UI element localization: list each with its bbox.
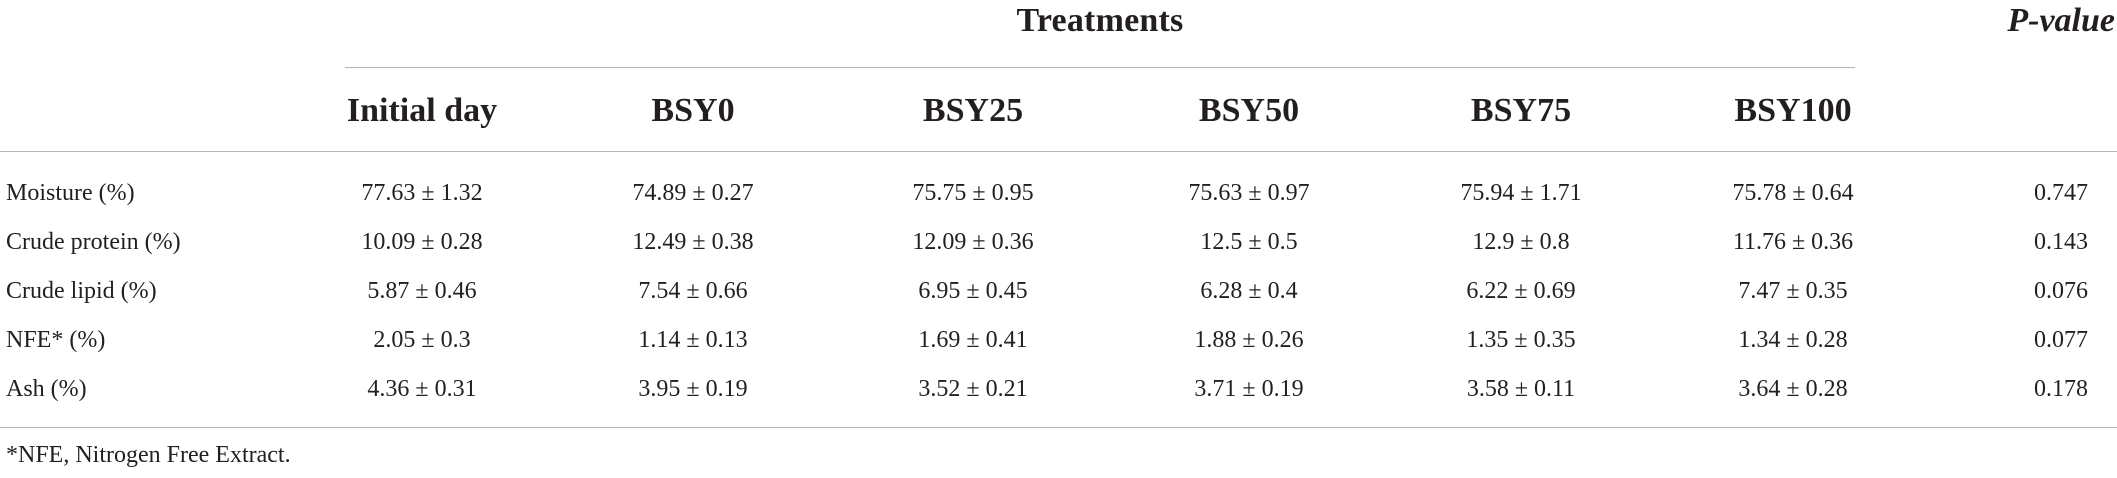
table-cell: 1.14 ± 0.13: [638, 327, 748, 353]
table-cell: 6.28 ± 0.4: [1200, 278, 1298, 304]
table-cell: 3.52 ± 0.21: [918, 376, 1028, 402]
table-cell: 75.78 ± 0.64: [1732, 180, 1854, 206]
table-cell: 74.89 ± 0.27: [632, 180, 754, 206]
column-header-bsy50: BSY50: [1198, 92, 1300, 129]
table-cell: 4.36 ± 0.31: [367, 376, 477, 402]
row-label: NFE* (%): [6, 327, 106, 353]
table-cell: 7.54 ± 0.66: [638, 278, 748, 304]
row-label: Crude protein (%): [6, 229, 181, 255]
column-header-bsy75: BSY75: [1470, 92, 1572, 129]
table-cell: 2.05 ± 0.3: [373, 327, 471, 353]
p-value-cell: 0.143: [2034, 229, 2088, 255]
table-cell: 7.47 ± 0.35: [1738, 278, 1848, 304]
header-rule: [0, 151, 2117, 152]
row-label: Moisture (%): [6, 180, 135, 206]
p-value-cell: 0.178: [2034, 376, 2088, 402]
table-bottom-rule: [0, 427, 2117, 428]
column-header-bsy0: BSY0: [651, 92, 735, 129]
table-cell: 1.69 ± 0.41: [918, 327, 1028, 353]
column-header-bsy25: BSY25: [922, 92, 1024, 129]
table-cell: 75.63 ± 0.97: [1188, 180, 1310, 206]
table-cell: 6.22 ± 0.69: [1466, 278, 1576, 304]
table-footnote: *NFE, Nitrogen Free Extract.: [6, 442, 291, 468]
column-header-bsy100: BSY100: [1734, 92, 1852, 129]
treatments-header: Treatments: [1016, 2, 1184, 39]
pvalue-header: P-value: [2007, 2, 2115, 39]
row-label: Crude lipid (%): [6, 278, 157, 304]
table-cell: 1.34 ± 0.28: [1738, 327, 1848, 353]
table-cell: 3.71 ± 0.19: [1194, 376, 1304, 402]
row-label: Ash (%): [6, 376, 87, 402]
table-cell: 1.35 ± 0.35: [1466, 327, 1576, 353]
p-value-cell: 0.077: [2034, 327, 2088, 353]
table-cell: 3.95 ± 0.19: [638, 376, 748, 402]
table-cell: 12.9 ± 0.8: [1472, 229, 1570, 255]
p-value-cell: 0.076: [2034, 278, 2088, 304]
table-cell: 5.87 ± 0.46: [367, 278, 477, 304]
table-cell: 3.58 ± 0.11: [1466, 376, 1576, 402]
table-cell: 6.95 ± 0.45: [918, 278, 1028, 304]
treatments-underline: [345, 67, 1855, 68]
column-header-initial-day: Initial day: [346, 92, 498, 129]
table-cell: 1.88 ± 0.26: [1194, 327, 1304, 353]
table-cell: 12.49 ± 0.38: [632, 229, 754, 255]
table-cell: 11.76 ± 0.36: [1732, 229, 1854, 255]
table-cell: 77.63 ± 1.32: [361, 180, 483, 206]
table-cell: 12.09 ± 0.36: [912, 229, 1034, 255]
table-cell: 3.64 ± 0.28: [1738, 376, 1848, 402]
table-cell: 75.75 ± 0.95: [912, 180, 1034, 206]
p-value-cell: 0.747: [2034, 180, 2088, 206]
table-cell: 10.09 ± 0.28: [361, 229, 483, 255]
table-cell: 12.5 ± 0.5: [1200, 229, 1298, 255]
table-cell: 75.94 ± 1.71: [1460, 180, 1582, 206]
